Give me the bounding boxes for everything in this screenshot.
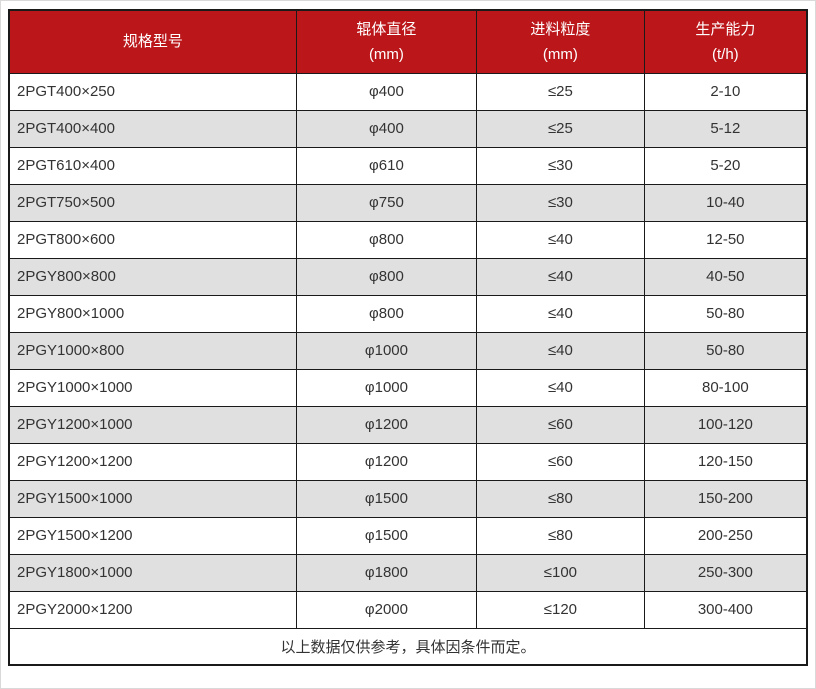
model-cell: 2PGT750×500 bbox=[8, 183, 297, 222]
value-cell: 100-120 bbox=[643, 405, 808, 444]
value-cell: φ750 bbox=[295, 183, 478, 222]
value-cell: ≤120 bbox=[476, 590, 645, 629]
value-cell: φ800 bbox=[295, 294, 478, 333]
value-cell: 12-50 bbox=[643, 220, 808, 259]
value-cell: 40-50 bbox=[643, 257, 808, 296]
table-row: 2PGY1000×800 φ1000 ≤40 50-80 bbox=[8, 331, 808, 370]
value-cell: φ800 bbox=[295, 220, 478, 259]
value-cell: 200-250 bbox=[643, 516, 808, 555]
value-cell: 10-40 bbox=[643, 183, 808, 222]
value-cell: ≤40 bbox=[476, 257, 645, 296]
table-row: 2PGT750×500 φ750 ≤30 10-40 bbox=[8, 183, 808, 222]
value-cell: ≤60 bbox=[476, 442, 645, 481]
model-cell: 2PGT610×400 bbox=[8, 146, 297, 185]
value-cell: ≤40 bbox=[476, 294, 645, 333]
value-cell: ≤40 bbox=[476, 220, 645, 259]
table-row: 2PGY800×1000 φ800 ≤40 50-80 bbox=[8, 294, 808, 333]
table-foot: 以上数据仅供参考，具体因条件而定。 bbox=[8, 627, 808, 666]
value-cell: ≤80 bbox=[476, 516, 645, 555]
value-cell: ≤100 bbox=[476, 553, 645, 592]
column-unit: (mm) bbox=[542, 45, 578, 63]
model-cell: 2PGT800×600 bbox=[8, 220, 297, 259]
table-row: 2PGY1200×1000 φ1200 ≤60 100-120 bbox=[8, 405, 808, 444]
column-title: 进料粒度 bbox=[530, 20, 591, 38]
column-header-2: 辊体直径 (mm) bbox=[295, 9, 478, 74]
value-cell: 300-400 bbox=[643, 590, 808, 629]
model-cell: 2PGY1000×800 bbox=[8, 331, 297, 370]
table-row: 2PGY1000×1000 φ1000 ≤40 80-100 bbox=[8, 368, 808, 407]
column-title: 规格型号 bbox=[122, 33, 183, 51]
column-unit: (t/h) bbox=[712, 45, 739, 63]
value-cell: φ1000 bbox=[295, 368, 478, 407]
value-cell: 250-300 bbox=[643, 553, 808, 592]
table-row: 2PGY800×800 φ800 ≤40 40-50 bbox=[8, 257, 808, 296]
model-cell: 2PGY1500×1200 bbox=[8, 516, 297, 555]
model-cell: 2PGT400×400 bbox=[8, 109, 297, 148]
column-unit: (mm) bbox=[368, 45, 404, 63]
column-title: 辊体直径 bbox=[356, 20, 417, 38]
model-cell: 2PGT400×250 bbox=[8, 72, 297, 111]
table-row: 2PGY1200×1200 φ1200 ≤60 120-150 bbox=[8, 442, 808, 481]
model-cell: 2PGY1000×1000 bbox=[8, 368, 297, 407]
model-cell: 2PGY2000×1200 bbox=[8, 590, 297, 629]
value-cell: φ610 bbox=[295, 146, 478, 185]
table-row: 2PGY1800×1000 φ1800 ≤100 250-300 bbox=[8, 553, 808, 592]
value-cell: φ800 bbox=[295, 257, 478, 296]
value-cell: 150-200 bbox=[643, 479, 808, 518]
column-title: 生产能力 bbox=[695, 20, 756, 38]
table-body: 2PGT400×250 φ400 ≤25 2-10 2PGT400×400 φ400 ≤25… bbox=[8, 72, 808, 629]
value-cell: 80-100 bbox=[643, 368, 808, 407]
value-cell: ≤40 bbox=[476, 368, 645, 407]
table-row: 2PGT610×400 φ610 ≤30 5-20 bbox=[8, 146, 808, 185]
value-cell: ≤30 bbox=[476, 146, 645, 185]
value-cell: ≤40 bbox=[476, 331, 645, 370]
value-cell: φ1500 bbox=[295, 479, 478, 518]
value-cell: ≤30 bbox=[476, 183, 645, 222]
model-cell: 2PGY1200×1000 bbox=[8, 405, 297, 444]
table-row: 2PGY1500×1200 φ1500 ≤80 200-250 bbox=[8, 516, 808, 555]
table-footnote: 以上数据仅供参考，具体因条件而定。 bbox=[8, 627, 808, 666]
model-cell: 2PGY1200×1200 bbox=[8, 442, 297, 481]
value-cell: φ400 bbox=[295, 109, 478, 148]
model-cell: 2PGY1500×1000 bbox=[8, 479, 297, 518]
table-row: 2PGT400×250 φ400 ≤25 2-10 bbox=[8, 72, 808, 111]
value-cell: 50-80 bbox=[643, 294, 808, 333]
column-header-4: 生产能力 (t/h) bbox=[643, 9, 808, 74]
value-cell: 2-10 bbox=[643, 72, 808, 111]
value-cell: 5-12 bbox=[643, 109, 808, 148]
header-row: 规格型号 辊体直径 (mm) 进料粒度 (mm) 生产能力 (t/h) bbox=[8, 9, 808, 74]
spec-table: 规格型号 辊体直径 (mm) 进料粒度 (mm) 生产能力 (t/h) 2PGT400×25… bbox=[8, 9, 808, 666]
value-cell: 120-150 bbox=[643, 442, 808, 481]
footnote-row: 以上数据仅供参考，具体因条件而定。 bbox=[8, 627, 808, 666]
table-row: 2PGY1500×1000 φ1500 ≤80 150-200 bbox=[8, 479, 808, 518]
table-header: 规格型号 辊体直径 (mm) 进料粒度 (mm) 生产能力 (t/h) bbox=[8, 9, 808, 74]
value-cell: φ1200 bbox=[295, 405, 478, 444]
table-row: 2PGT400×400 φ400 ≤25 5-12 bbox=[8, 109, 808, 148]
value-cell: 50-80 bbox=[643, 331, 808, 370]
value-cell: ≤25 bbox=[476, 72, 645, 111]
value-cell: 5-20 bbox=[643, 146, 808, 185]
table-row: 2PGT800×600 φ800 ≤40 12-50 bbox=[8, 220, 808, 259]
column-header-1: 规格型号 bbox=[8, 9, 297, 74]
value-cell: ≤60 bbox=[476, 405, 645, 444]
value-cell: φ1500 bbox=[295, 516, 478, 555]
value-cell: φ2000 bbox=[295, 590, 478, 629]
model-cell: 2PGY1800×1000 bbox=[8, 553, 297, 592]
model-cell: 2PGY800×800 bbox=[8, 257, 297, 296]
model-cell: 2PGY800×1000 bbox=[8, 294, 297, 333]
value-cell: φ400 bbox=[295, 72, 478, 111]
value-cell: φ1800 bbox=[295, 553, 478, 592]
table-row: 2PGY2000×1200 φ2000 ≤120 300-400 bbox=[8, 590, 808, 629]
value-cell: φ1000 bbox=[295, 331, 478, 370]
value-cell: φ1200 bbox=[295, 442, 478, 481]
value-cell: ≤25 bbox=[476, 109, 645, 148]
column-header-3: 进料粒度 (mm) bbox=[476, 9, 645, 74]
value-cell: ≤80 bbox=[476, 479, 645, 518]
